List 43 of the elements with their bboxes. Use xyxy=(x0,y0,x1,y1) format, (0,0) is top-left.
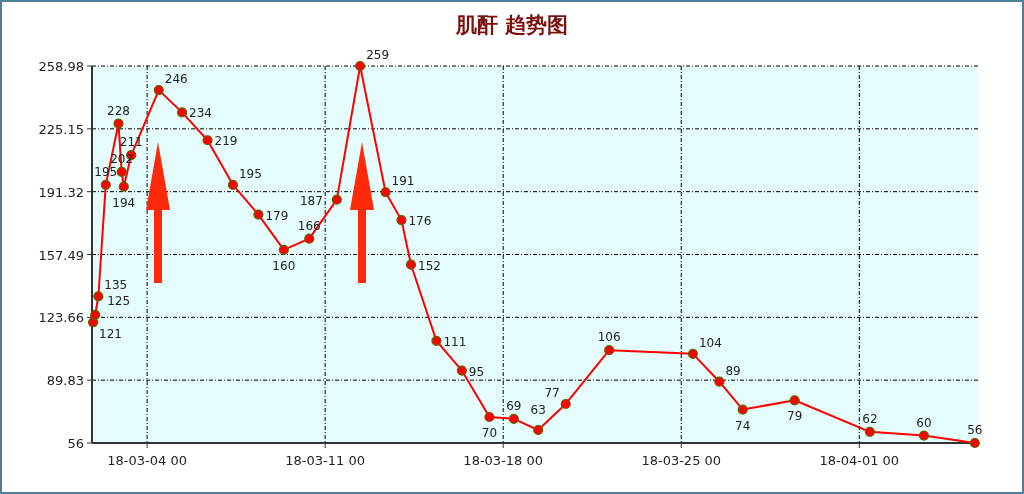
data-label: 259 xyxy=(366,48,390,62)
data-label: 228 xyxy=(107,103,130,118)
data-label: 70 xyxy=(481,426,498,440)
y-tick-label: 89.83 xyxy=(46,373,84,389)
data-label: 79 xyxy=(787,409,803,424)
data-label: 234 xyxy=(189,106,212,121)
y-tick-label: 123.66 xyxy=(38,310,84,326)
data-label: 176 xyxy=(408,214,432,229)
data-label: 246 xyxy=(164,72,188,87)
x-tick-label: 18-04-01 00 xyxy=(819,453,900,468)
data-label: 74 xyxy=(735,418,751,433)
data-label: 152 xyxy=(418,258,441,273)
y-tick-label: 157.49 xyxy=(38,247,84,263)
data-label: 191 xyxy=(391,174,415,189)
data-label: 219 xyxy=(214,134,238,149)
x-tick-label: 18-03-25 00 xyxy=(641,453,722,468)
data-label: 104 xyxy=(698,335,722,350)
y-tick-label: 258.98 xyxy=(38,59,84,74)
data-label: 135 xyxy=(104,278,128,293)
x-tick-label: 18-03-04 00 xyxy=(107,453,187,468)
data-label: 77 xyxy=(544,386,560,400)
y-tick-label: 225.15 xyxy=(38,121,84,137)
data-label: 56 xyxy=(967,423,983,437)
data-label: 179 xyxy=(265,208,289,223)
data-label: 95 xyxy=(468,364,485,379)
data-label: 106 xyxy=(597,330,621,345)
data-label: 62 xyxy=(862,411,878,426)
y-tick-label: 191.32 xyxy=(38,184,84,200)
data-label: 194 xyxy=(112,195,136,210)
data-label: 111 xyxy=(443,334,467,349)
data-label: 63 xyxy=(530,403,546,417)
data-label: 125 xyxy=(107,293,131,308)
x-tick-label: 18-03-18 00 xyxy=(463,453,544,468)
data-label: 60 xyxy=(916,415,932,430)
chart-title: 肌酐 趋势图 xyxy=(454,12,569,37)
data-label: 187 xyxy=(299,193,323,208)
x-tick-label: 18-03-11 00 xyxy=(285,453,365,468)
y-tick-label: 56 xyxy=(67,436,84,451)
data-label: 195 xyxy=(238,166,262,181)
data-label: 160 xyxy=(272,258,296,273)
data-label: 89 xyxy=(725,363,741,378)
data-label: 121 xyxy=(99,327,122,342)
data-label: 69 xyxy=(506,398,522,413)
